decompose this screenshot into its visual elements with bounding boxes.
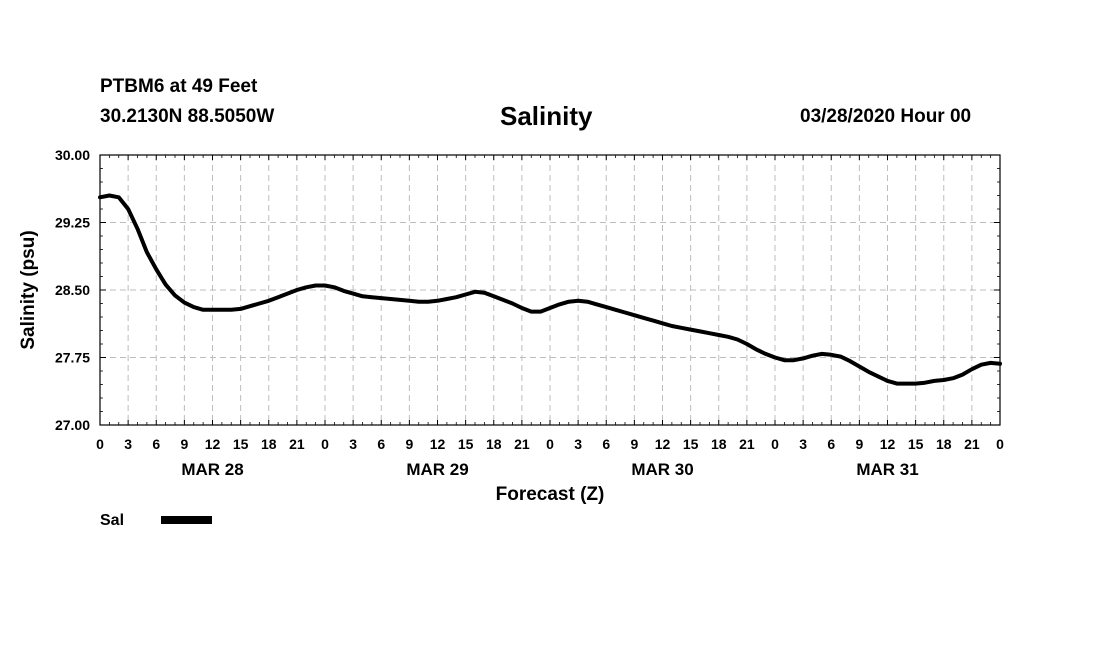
x-tick-label: 12	[205, 436, 221, 452]
x-tick-label: 15	[908, 436, 924, 452]
x-tick-label: 18	[486, 436, 502, 452]
x-axis-label: Forecast (Z)	[496, 484, 605, 505]
series-line-sal	[98, 193, 1002, 386]
x-tick-label: 3	[574, 436, 582, 452]
x-tick-label: 3	[124, 436, 132, 452]
forecast-datetime: 03/28/2020 Hour 00	[800, 106, 972, 127]
x-tick-label: 0	[96, 436, 104, 452]
coordinates-label: 30.2130N 88.5050W	[100, 106, 275, 127]
x-tick-label: 9	[855, 436, 863, 452]
x-tick-label: 15	[233, 436, 249, 452]
day-label: MAR 28	[181, 460, 243, 479]
legend-swatch-sal	[161, 516, 212, 524]
y-tick-label: 29.25	[55, 215, 90, 231]
x-tick-label: 21	[964, 436, 980, 452]
x-tick-label: 18	[711, 436, 727, 452]
day-label: MAR 31	[856, 460, 918, 479]
x-tick-label: 6	[377, 436, 385, 452]
axis-ticks	[99, 154, 1001, 426]
x-tick-label: 15	[458, 436, 474, 452]
x-tick-label: 6	[827, 436, 835, 452]
y-tick-label: 27.75	[55, 350, 90, 366]
y-tick-label: 28.50	[55, 282, 90, 298]
chart-title: Salinity	[500, 101, 593, 131]
x-tick-label: 18	[936, 436, 952, 452]
legend-label-sal: Sal	[100, 512, 124, 529]
x-tick-label: 21	[289, 436, 305, 452]
x-tick-label: 12	[430, 436, 446, 452]
axis-labels: 0 3 6 9 12 15 18 21 0 3 6 9 12 15 18 21 0 3 6 9 12 15 18 21 0 3 6 9…	[55, 147, 1004, 479]
station-label: PTBM6 at 49 Feet	[100, 76, 258, 97]
x-tick-label: 18	[261, 436, 277, 452]
x-tick-label: 3	[799, 436, 807, 452]
y-axis-label: Salinity (psu)	[18, 230, 39, 349]
y-tick-label: 27.00	[55, 417, 90, 433]
x-tick-label: 0	[321, 436, 329, 452]
x-tick-label: 0	[996, 436, 1004, 452]
x-tick-label: 3	[349, 436, 357, 452]
x-tick-label: 6	[152, 436, 160, 452]
grid-lines	[100, 155, 1000, 425]
x-tick-label: 21	[514, 436, 530, 452]
x-tick-label: 12	[880, 436, 896, 452]
day-label: MAR 30	[631, 460, 693, 479]
x-tick-label: 6	[602, 436, 610, 452]
x-tick-label: 21	[739, 436, 755, 452]
y-tick-label: 30.00	[55, 147, 90, 163]
x-tick-label: 0	[771, 436, 779, 452]
x-tick-label: 9	[630, 436, 638, 452]
day-label: MAR 29	[406, 460, 468, 479]
x-tick-label: 15	[683, 436, 699, 452]
x-tick-label: 0	[546, 436, 554, 452]
x-tick-label: 9	[405, 436, 413, 452]
x-tick-label: 12	[655, 436, 671, 452]
x-tick-label: 9	[180, 436, 188, 452]
